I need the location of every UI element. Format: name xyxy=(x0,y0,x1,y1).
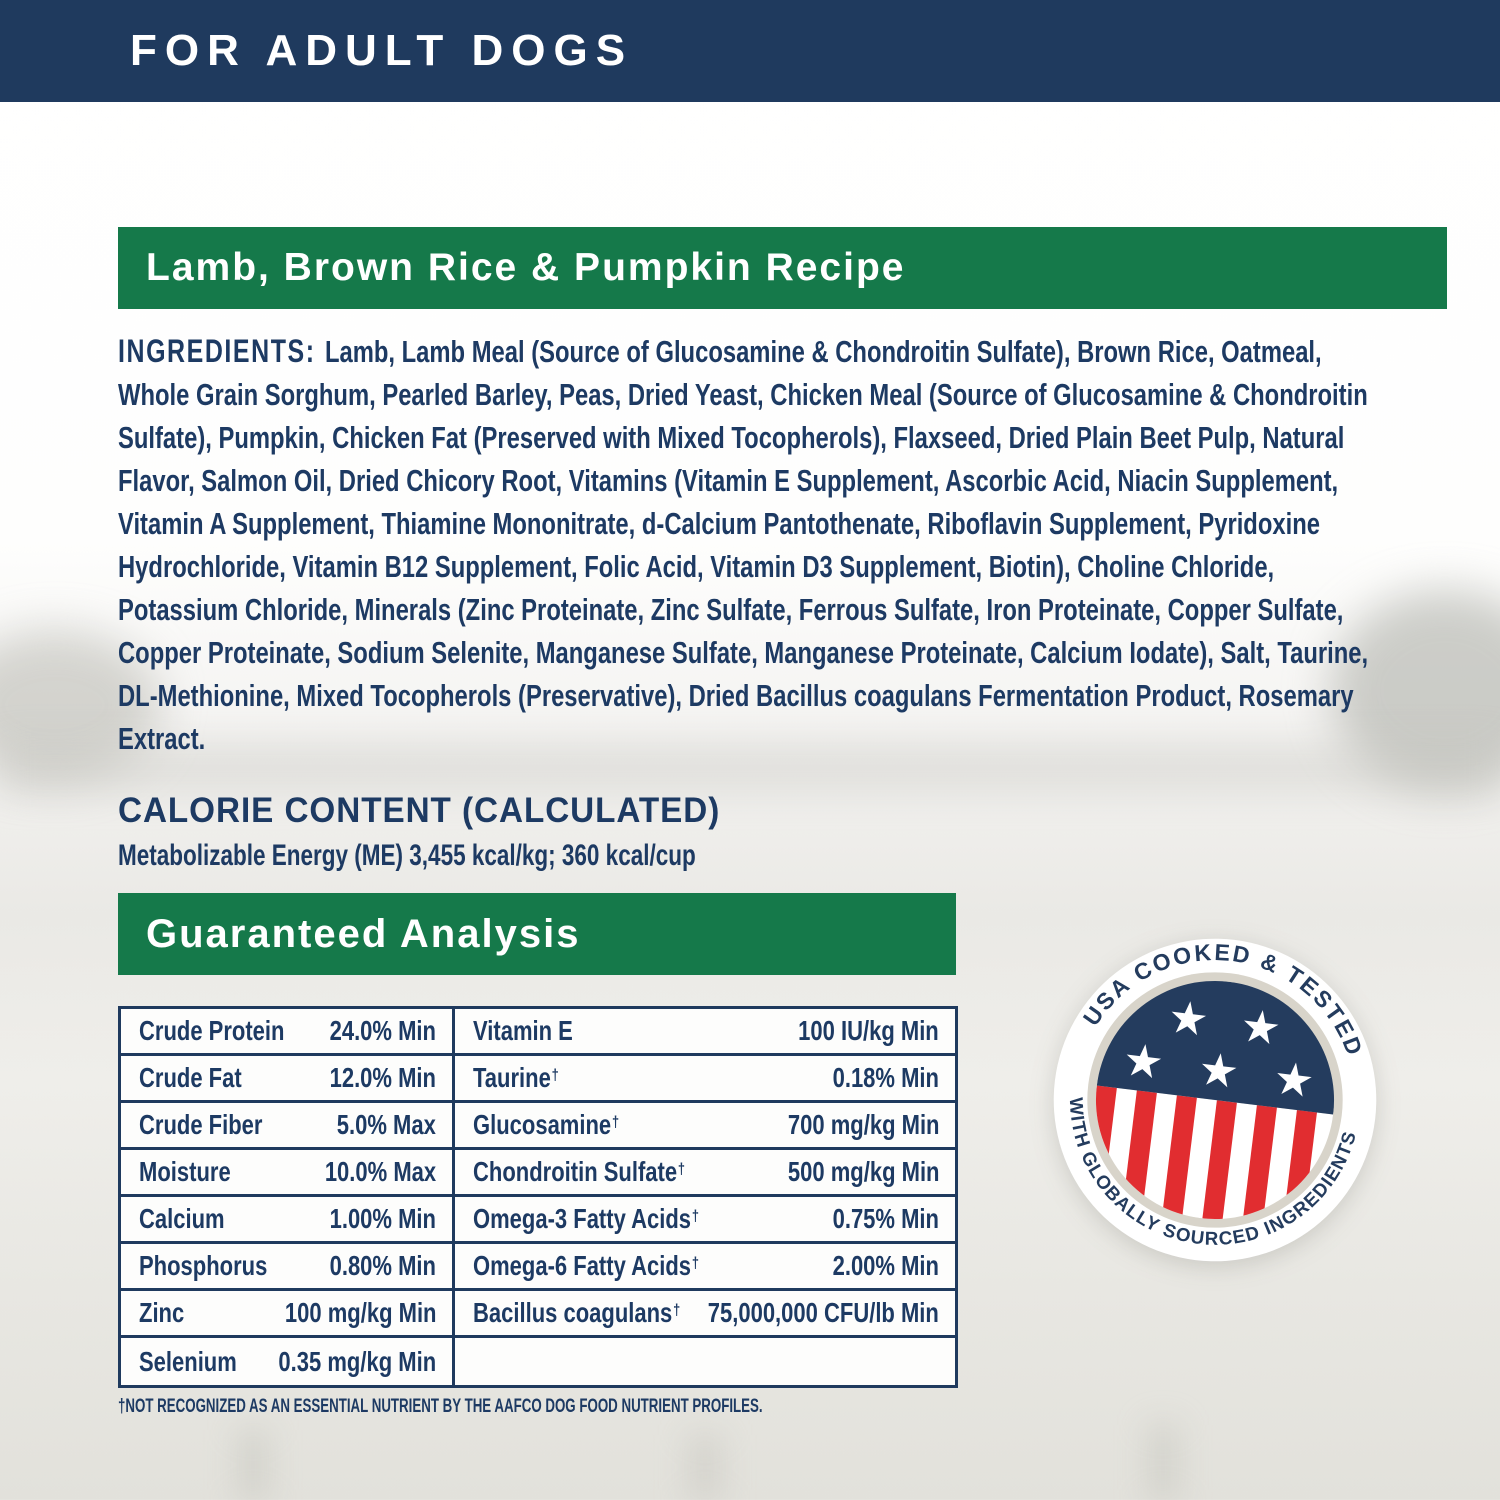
recipe-banner: Lamb, Brown Rice & Pumpkin Recipe xyxy=(118,227,1447,309)
ingredients-label: INGREDIENTS: xyxy=(118,333,316,369)
table-row: Crude Fat 12.0% Min xyxy=(121,1056,452,1103)
nutrient-name: Crude Fat xyxy=(139,1062,242,1093)
table-row: Zinc 100 mg/kg Min xyxy=(121,1291,452,1338)
ingredients-section: INGREDIENTS: Lamb, Lamb Meal (Source of G… xyxy=(118,330,1394,873)
nutrient-value: 700 mg/kg Min xyxy=(787,1109,939,1140)
nutrient-value: 24.0% Min xyxy=(329,1015,436,1046)
dagger-icon: † xyxy=(673,1302,681,1319)
dagger-icon: † xyxy=(611,1114,620,1131)
table-row: Omega-3 Fatty Acids† 0.75% Min xyxy=(455,1197,955,1244)
nutrient-name: Calcium xyxy=(139,1203,225,1234)
star-icon xyxy=(1171,1001,1207,1036)
nutrient-name: Phosphorus xyxy=(139,1250,268,1281)
table-row: Glucosamine† 700 mg/kg Min xyxy=(455,1103,955,1150)
nutrient-value: 100 mg/kg Min xyxy=(284,1297,436,1328)
star-icon xyxy=(1201,1053,1237,1088)
nutrient-value: 12.0% Min xyxy=(329,1062,436,1093)
table-row: Bacillus coagulans† 75,000,000 CFU/lb Min xyxy=(455,1291,955,1338)
usa-cooked-tested-badge: USA COOKED & TESTED WITH GLOBALLY SOURCE… xyxy=(1050,932,1380,1266)
table-row xyxy=(455,1338,955,1385)
nutrient-name: Crude Protein xyxy=(139,1015,285,1046)
backdrop-fence-smudge xyxy=(1150,1425,1176,1500)
badge-stars-stripes xyxy=(1082,967,1348,1233)
page-title: FOR ADULT DOGS xyxy=(130,26,634,75)
table-row: Moisture 10.0% Max xyxy=(121,1150,452,1197)
guaranteed-analysis-title: Guaranteed Analysis xyxy=(146,911,581,956)
nutrient-value: 10.0% Max xyxy=(324,1156,436,1187)
calorie-content-detail: Metabolizable Energy (ME) 3,455 kcal/kg;… xyxy=(118,839,696,872)
nutrient-value: 0.80% Min xyxy=(329,1250,436,1281)
ingredients-text: Lamb, Lamb Meal (Source of Glucosamine &… xyxy=(118,335,1369,756)
backdrop-fence-smudge xyxy=(240,1430,266,1500)
nutrient-name: Zinc xyxy=(139,1297,185,1328)
nutrient-name: Omega-6 Fatty Acids† xyxy=(473,1250,699,1281)
nutrient-name: Bacillus coagulans† xyxy=(473,1297,681,1328)
table-row: Crude Fiber 5.0% Max xyxy=(121,1103,452,1150)
table-row: Calcium 1.00% Min xyxy=(121,1197,452,1244)
nutrient-value: 500 mg/kg Min xyxy=(787,1156,939,1187)
nutrient-value: 1.00% Min xyxy=(329,1203,436,1234)
nutrient-value: 100 IU/kg Min xyxy=(798,1015,939,1046)
dagger-icon: † xyxy=(691,1255,699,1272)
nutrient-name: Crude Fiber xyxy=(139,1109,263,1140)
ingredients-paragraph: INGREDIENTS: Lamb, Lamb Meal (Source of G… xyxy=(118,330,1394,761)
top-bar: FOR ADULT DOGS xyxy=(0,0,1500,102)
table-row: Crude Protein 24.0% Min xyxy=(121,1009,452,1056)
aafco-footnote: †NOT RECOGNIZED AS AN ESSENTIAL NUTRIENT… xyxy=(118,1396,763,1417)
table-column-left: Crude Protein 24.0% Min Crude Fat 12.0% Min… xyxy=(121,1009,455,1385)
star-icon xyxy=(1277,1062,1312,1097)
guaranteed-analysis-table: Crude Protein 24.0% Min Crude Fat 12.0% Min… xyxy=(118,1006,958,1388)
nutrient-name: Taurine† xyxy=(473,1062,559,1093)
nutrient-value: 0.18% Min xyxy=(832,1062,939,1093)
star-icon xyxy=(1126,1044,1162,1079)
dagger-icon: † xyxy=(551,1067,559,1084)
table-row: Phosphorus 0.80% Min xyxy=(121,1244,452,1291)
table-row: Taurine† 0.18% Min xyxy=(455,1056,955,1103)
table-row: Omega-6 Fatty Acids† 2.00% Min xyxy=(455,1244,955,1291)
star-icon xyxy=(1244,1010,1279,1045)
nutrient-name: Selenium xyxy=(139,1345,237,1377)
nutrient-name: Moisture xyxy=(139,1156,231,1187)
nutrient-value: 2.00% Min xyxy=(832,1250,939,1281)
dagger-icon: † xyxy=(677,1161,685,1178)
backdrop-fence-smudge xyxy=(690,1435,720,1500)
nutrient-name: Glucosamine† xyxy=(473,1109,620,1140)
nutrient-name: Chondroitin Sulfate† xyxy=(473,1156,685,1187)
table-row: Chondroitin Sulfate† 500 mg/kg Min xyxy=(455,1150,955,1197)
nutrient-value: 0.35 mg/kg Min xyxy=(278,1345,436,1377)
nutrient-value: 5.0% Max xyxy=(336,1109,436,1140)
calorie-content-heading: CALORIE CONTENT (CALCULATED) xyxy=(118,791,721,830)
nutrient-value: 0.75% Min xyxy=(832,1203,939,1234)
recipe-banner-title: Lamb, Brown Rice & Pumpkin Recipe xyxy=(146,246,906,289)
nutrient-name: Vitamin E xyxy=(473,1015,573,1046)
table-row: Vitamin E 100 IU/kg Min xyxy=(455,1009,955,1056)
guaranteed-analysis-banner: Guaranteed Analysis xyxy=(118,893,956,975)
table-column-right: Vitamin E 100 IU/kg Min Taurine† 0.18% Min G… xyxy=(455,1009,955,1385)
table-row: Selenium 0.35 mg/kg Min xyxy=(121,1338,452,1385)
dagger-icon: † xyxy=(691,1208,699,1225)
nutrient-name: Omega-3 Fatty Acids† xyxy=(473,1203,699,1234)
nutrient-value: 75,000,000 CFU/lb Min xyxy=(707,1297,939,1328)
